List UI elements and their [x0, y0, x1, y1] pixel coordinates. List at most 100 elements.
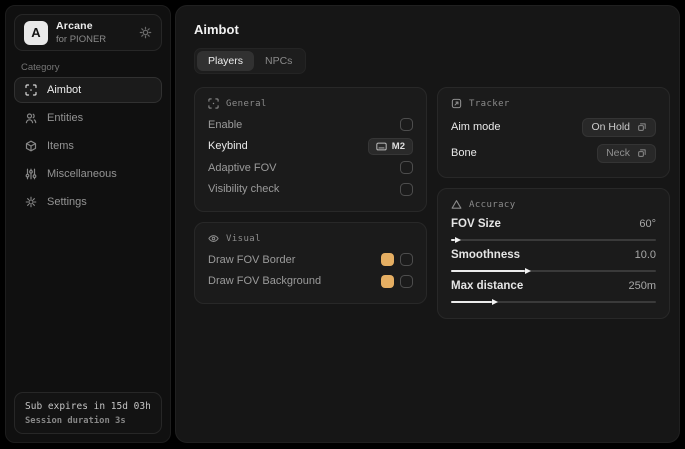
tab-bar: Players NPCs	[194, 48, 307, 74]
subscription-info: Sub expires in 15d 03h Session duration …	[14, 392, 162, 434]
keybind-value: M2	[391, 140, 405, 152]
expand-icon	[637, 122, 647, 132]
keybind-button[interactable]: M2	[367, 137, 413, 155]
expand-icon	[637, 148, 647, 158]
sidebar-item-settings[interactable]: Settings	[14, 189, 162, 215]
app-logo: A	[24, 20, 48, 45]
bone-value: Neck	[606, 147, 630, 159]
slider-head: Smoothness 10.0	[451, 249, 656, 261]
sidebar-item-label: Items	[47, 140, 74, 152]
setting-row-keybind: Keybind M2	[208, 136, 413, 158]
slider-value: 10.0	[634, 249, 656, 261]
crosshair-icon	[25, 84, 37, 96]
draw-fov-border-checkbox[interactable]	[400, 253, 413, 267]
target-box-icon	[451, 98, 462, 109]
tracker-card-title: Tracker	[469, 98, 510, 109]
accuracy-card-header: Accuracy	[451, 199, 656, 210]
sidebar-item-entities[interactable]: Entities	[14, 105, 162, 131]
slider-fill	[451, 268, 531, 274]
slider-head: FOV Size 60°	[451, 218, 656, 230]
tab-players[interactable]: Players	[197, 51, 255, 71]
right-column: Tracker Aim mode On Hold Bone	[437, 87, 670, 319]
sidebar-item-miscellaneous[interactable]: Miscellaneous	[14, 161, 162, 187]
setting-label: Adaptive FOV	[208, 161, 277, 174]
keyboard-icon	[376, 142, 387, 151]
visual-card: Visual Draw FOV Border Draw FOV Backgrou…	[194, 222, 427, 304]
setting-label: Enable	[208, 118, 243, 131]
sidebar-item-aimbot[interactable]: Aimbot	[14, 77, 162, 103]
tracker-card: Tracker Aim mode On Hold Bone	[437, 87, 670, 178]
triangle-icon	[451, 199, 462, 210]
slider-label: Smoothness	[451, 249, 521, 261]
setting-row-draw-fov-border: Draw FOV Border	[208, 249, 413, 271]
page-title: Aimbot	[194, 22, 239, 37]
settings-gear-icon[interactable]	[139, 26, 152, 39]
app-name: Arcane	[56, 20, 93, 32]
aim-mode-select[interactable]: On Hold	[582, 117, 656, 137]
sidebar-item-label: Entities	[47, 112, 84, 124]
fov-size-slider[interactable]	[451, 237, 656, 243]
sidebar-item-label: Settings	[47, 196, 87, 208]
control-group	[381, 274, 413, 288]
cube-icon	[25, 140, 37, 152]
adaptive-fov-checkbox[interactable]	[400, 161, 413, 175]
slider-fill	[451, 237, 462, 243]
slider-label: FOV Size	[451, 218, 501, 230]
general-card-header: General	[208, 98, 413, 109]
general-card-title: General	[226, 98, 267, 109]
scan-icon	[208, 98, 219, 109]
setting-row-draw-fov-background: Draw FOV Background	[208, 271, 413, 293]
sub-expiry-text: Sub expires in 15d 03h	[25, 401, 151, 412]
accuracy-card-title: Accuracy	[469, 199, 516, 210]
setting-label: Visibility check	[208, 183, 280, 196]
visual-card-title: Visual	[226, 233, 261, 244]
enable-checkbox[interactable]	[400, 118, 413, 132]
tracker-card-header: Tracker	[451, 98, 656, 109]
bone-select[interactable]: Neck	[597, 143, 656, 163]
card-columns: General Enable Keybind M2	[194, 87, 670, 319]
visibility-check-checkbox[interactable]	[400, 182, 413, 196]
sidebar-item-items[interactable]: Items	[14, 133, 162, 159]
slider-value: 60°	[639, 218, 656, 230]
left-column: General Enable Keybind M2	[194, 87, 427, 304]
smoothness-slider[interactable]	[451, 268, 656, 274]
entities-icon	[25, 112, 37, 124]
slider-label: Max distance	[451, 280, 524, 292]
slider-row-fov-size: FOV Size 60°	[451, 218, 656, 243]
setting-label: Bone	[451, 147, 477, 159]
app-titles: Arcane for PIONER	[56, 20, 106, 45]
fov-background-color-swatch[interactable]	[381, 274, 394, 288]
slider-fill	[451, 299, 498, 305]
visual-card-header: Visual	[208, 233, 413, 244]
slider-row-max-distance: Max distance 250m	[451, 280, 656, 305]
fov-border-color-swatch[interactable]	[381, 253, 394, 267]
slider-row-smoothness: Smoothness 10.0	[451, 249, 656, 274]
gear-icon	[25, 196, 37, 208]
slider-thumb[interactable]	[524, 268, 531, 274]
slider-thumb[interactable]	[492, 299, 498, 305]
slider-value: 250m	[628, 280, 656, 292]
category-label: Category	[21, 62, 60, 73]
setting-row-enable: Enable	[208, 114, 413, 136]
sidebar: A Arcane for PIONER Category Aimbot	[5, 5, 171, 443]
main-panel: Aimbot Players NPCs General Enable	[175, 5, 680, 443]
general-card: General Enable Keybind M2	[194, 87, 427, 212]
session-duration-text: Session duration 3s	[25, 416, 126, 426]
setting-label: Aim mode	[451, 121, 501, 133]
setting-label: Draw FOV Background	[208, 275, 322, 288]
sliders-icon	[25, 168, 37, 180]
slider-thumb[interactable]	[455, 237, 462, 243]
sidebar-item-label: Miscellaneous	[47, 168, 117, 180]
app-header: A Arcane for PIONER	[14, 14, 162, 51]
setting-row-bone: Bone Neck	[451, 140, 656, 166]
setting-label: Keybind	[208, 140, 248, 153]
sidebar-nav: Aimbot Entities Items M	[14, 77, 162, 217]
setting-row-adaptive-fov: Adaptive FOV	[208, 157, 413, 179]
accuracy-card: Accuracy FOV Size 60° Smoothne	[437, 188, 670, 319]
eye-icon	[208, 233, 219, 244]
draw-fov-background-checkbox[interactable]	[400, 274, 413, 288]
tab-npcs[interactable]: NPCs	[265, 55, 293, 67]
max-distance-slider[interactable]	[451, 299, 656, 305]
setting-row-aim-mode: Aim mode On Hold	[451, 114, 656, 140]
